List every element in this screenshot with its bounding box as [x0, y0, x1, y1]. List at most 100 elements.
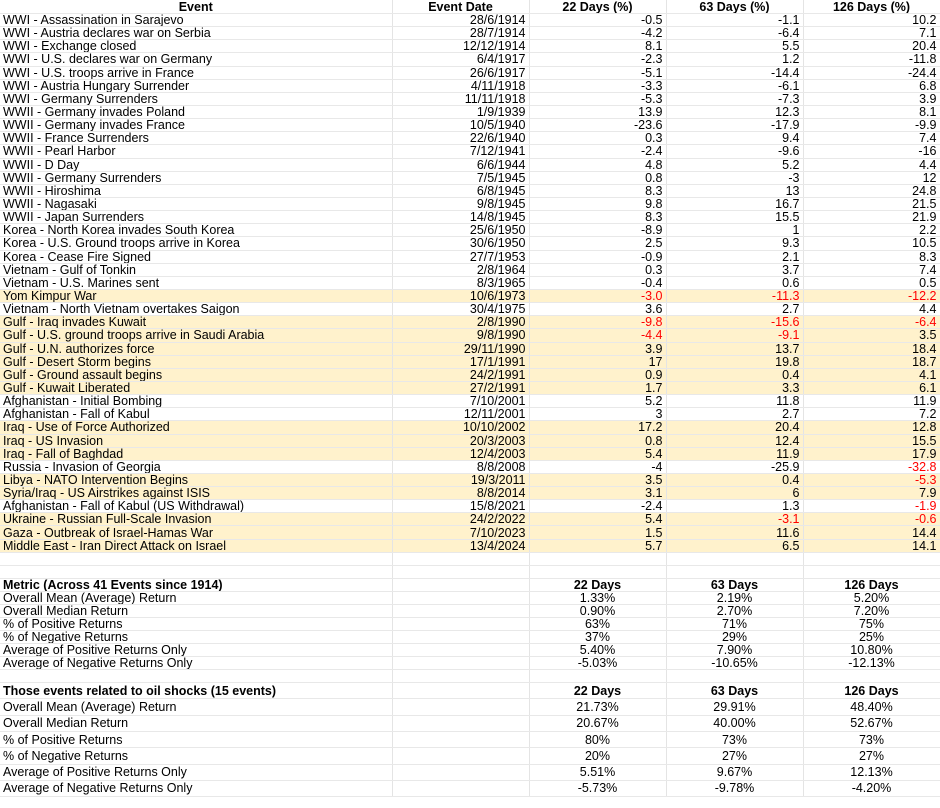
return-d63-cell[interactable]: 19.8 — [666, 355, 804, 369]
return-d126-cell[interactable]: 15.5 — [803, 434, 940, 448]
return-d63-cell[interactable]: 13 — [666, 184, 804, 198]
summary-header-22-days[interactable]: 22 Days — [529, 578, 667, 592]
return-d126-cell[interactable]: 14.4 — [803, 525, 940, 540]
event-date-cell[interactable]: 6/8/1945 — [392, 184, 530, 198]
metric-label-cell[interactable]: Overall Median Return — [0, 715, 393, 732]
event-date-cell[interactable]: 12/12/1914 — [392, 39, 530, 54]
metric-63-days-cell[interactable]: 9.67% — [666, 764, 804, 781]
return-d63-cell[interactable]: 0.4 — [666, 368, 804, 382]
event-name-cell[interactable]: Gulf - Kuwait Liberated — [0, 381, 393, 396]
return-d63-cell[interactable]: 5.5 — [666, 39, 804, 54]
return-d22-cell[interactable]: -4 — [529, 460, 667, 474]
return-d126-cell[interactable]: 6.1 — [803, 381, 940, 396]
return-d126-cell[interactable]: -5.3 — [803, 473, 940, 488]
return-d63-cell[interactable]: -3 — [666, 171, 804, 185]
empty-cell[interactable] — [392, 565, 530, 579]
event-date-cell[interactable]: 10/6/1973 — [392, 289, 530, 304]
event-name-cell[interactable]: WWII - Japan Surrenders — [0, 210, 393, 225]
metric-63-days-cell[interactable]: -10.65% — [666, 656, 804, 671]
return-d22-cell[interactable]: 8.1 — [529, 39, 667, 54]
event-name-cell[interactable]: WWI - Austria Hungary Surrender — [0, 79, 393, 93]
event-name-cell[interactable]: Vietnam - Gulf of Tonkin — [0, 263, 393, 277]
return-d126-cell[interactable]: -1.9 — [803, 499, 940, 514]
empty-cell[interactable] — [392, 617, 530, 632]
event-date-cell[interactable]: 19/3/2011 — [392, 473, 530, 488]
return-d126-cell[interactable]: 4.4 — [803, 158, 940, 172]
event-date-cell[interactable]: 8/3/1965 — [392, 276, 530, 290]
event-name-cell[interactable]: WWII - France Surrenders — [0, 131, 393, 146]
metric-126-days-cell[interactable]: 48.40% — [803, 698, 940, 716]
return-d126-cell[interactable]: -12.2 — [803, 289, 940, 304]
event-name-cell[interactable]: Gulf - Desert Storm begins — [0, 355, 393, 369]
event-name-cell[interactable]: Libya - NATO Intervention Begins — [0, 473, 393, 488]
event-date-cell[interactable]: 28/6/1914 — [392, 13, 530, 28]
metric-label-cell[interactable]: Average of Negative Returns Only — [0, 780, 393, 798]
empty-cell[interactable] — [392, 682, 530, 700]
return-d63-cell[interactable]: 11.9 — [666, 447, 804, 461]
event-name-cell[interactable]: Syria/Iraq - US Airstrikes against ISIS — [0, 486, 393, 501]
return-d63-cell[interactable]: 2.7 — [666, 302, 804, 317]
return-d22-cell[interactable]: -3.0 — [529, 289, 667, 304]
event-date-cell[interactable]: 24/2/1991 — [392, 368, 530, 382]
event-date-cell[interactable]: 6/4/1917 — [392, 52, 530, 67]
header-date[interactable]: Event Date — [392, 0, 530, 14]
return-d63-cell[interactable]: 2.1 — [666, 250, 804, 264]
event-date-cell[interactable]: 22/6/1940 — [392, 131, 530, 146]
event-name-cell[interactable]: WWI - Austria declares war on Serbia — [0, 26, 393, 41]
return-d22-cell[interactable]: 0.3 — [529, 263, 667, 277]
return-d22-cell[interactable]: 0.9 — [529, 368, 667, 382]
return-d63-cell[interactable]: -14.4 — [666, 66, 804, 80]
return-d22-cell[interactable]: -4.4 — [529, 328, 667, 343]
empty-cell[interactable] — [392, 780, 530, 798]
event-date-cell[interactable]: 1/9/1939 — [392, 105, 530, 120]
empty-cell[interactable] — [392, 656, 530, 671]
event-date-cell[interactable]: 17/1/1991 — [392, 355, 530, 369]
return-d126-cell[interactable]: 4.4 — [803, 302, 940, 317]
return-d63-cell[interactable]: 12.4 — [666, 434, 804, 448]
return-d63-cell[interactable]: 11.6 — [666, 525, 804, 540]
empty-cell[interactable] — [392, 630, 530, 645]
return-d22-cell[interactable]: 5.2 — [529, 394, 667, 409]
event-name-cell[interactable]: WWII - Germany invades France — [0, 118, 393, 133]
return-d22-cell[interactable]: 4.8 — [529, 158, 667, 172]
return-d126-cell[interactable]: 4.1 — [803, 368, 940, 382]
return-d63-cell[interactable]: 1.3 — [666, 499, 804, 514]
return-d126-cell[interactable]: 20.4 — [803, 39, 940, 54]
return-d126-cell[interactable]: 18.7 — [803, 355, 940, 369]
event-name-cell[interactable]: Russia - Invasion of Georgia — [0, 460, 393, 474]
event-date-cell[interactable]: 12/4/2003 — [392, 447, 530, 461]
return-d126-cell[interactable]: 10.5 — [803, 236, 940, 251]
empty-cell[interactable] — [392, 643, 530, 658]
metric-63-days-cell[interactable]: 29.91% — [666, 698, 804, 716]
event-name-cell[interactable]: Gulf - U.S. ground troops arrive in Saud… — [0, 328, 393, 343]
metric-label-cell[interactable]: % of Positive Returns — [0, 731, 393, 749]
event-name-cell[interactable]: WWI - Assassination in Sarajevo — [0, 13, 393, 28]
return-d22-cell[interactable]: -3.3 — [529, 79, 667, 93]
return-d126-cell[interactable]: 7.4 — [803, 131, 940, 146]
empty-cell[interactable] — [392, 669, 530, 684]
event-date-cell[interactable]: 26/6/1917 — [392, 66, 530, 80]
return-d126-cell[interactable]: 8.1 — [803, 105, 940, 120]
return-d126-cell[interactable]: -24.4 — [803, 66, 940, 80]
metric-126-days-cell[interactable]: 10.80% — [803, 643, 940, 658]
empty-cell[interactable] — [666, 565, 804, 579]
metric-label-cell[interactable]: % of Positive Returns — [0, 617, 393, 632]
empty-cell[interactable] — [392, 698, 530, 716]
event-name-cell[interactable]: Vietnam - U.S. Marines sent — [0, 276, 393, 290]
return-d126-cell[interactable]: 7.2 — [803, 407, 940, 422]
return-d22-cell[interactable]: 17 — [529, 355, 667, 369]
event-date-cell[interactable]: 7/10/2023 — [392, 525, 530, 540]
empty-cell[interactable] — [392, 747, 530, 765]
empty-cell[interactable] — [803, 669, 940, 684]
metric-22-days-cell[interactable]: 80% — [529, 731, 667, 749]
return-d22-cell[interactable]: 0.8 — [529, 171, 667, 185]
event-date-cell[interactable]: 13/4/2024 — [392, 539, 530, 553]
return-d126-cell[interactable]: 7.4 — [803, 263, 940, 277]
summary-header-63-days[interactable]: 63 Days — [666, 578, 804, 592]
return-d63-cell[interactable]: 5.2 — [666, 158, 804, 172]
event-name-cell[interactable]: WWI - Germany Surrenders — [0, 92, 393, 106]
metric-label-cell[interactable]: % of Negative Returns — [0, 630, 393, 645]
return-d22-cell[interactable]: 1.7 — [529, 381, 667, 396]
return-d126-cell[interactable]: 0.5 — [803, 276, 940, 290]
event-name-cell[interactable]: Afghanistan - Fall of Kabul — [0, 407, 393, 422]
